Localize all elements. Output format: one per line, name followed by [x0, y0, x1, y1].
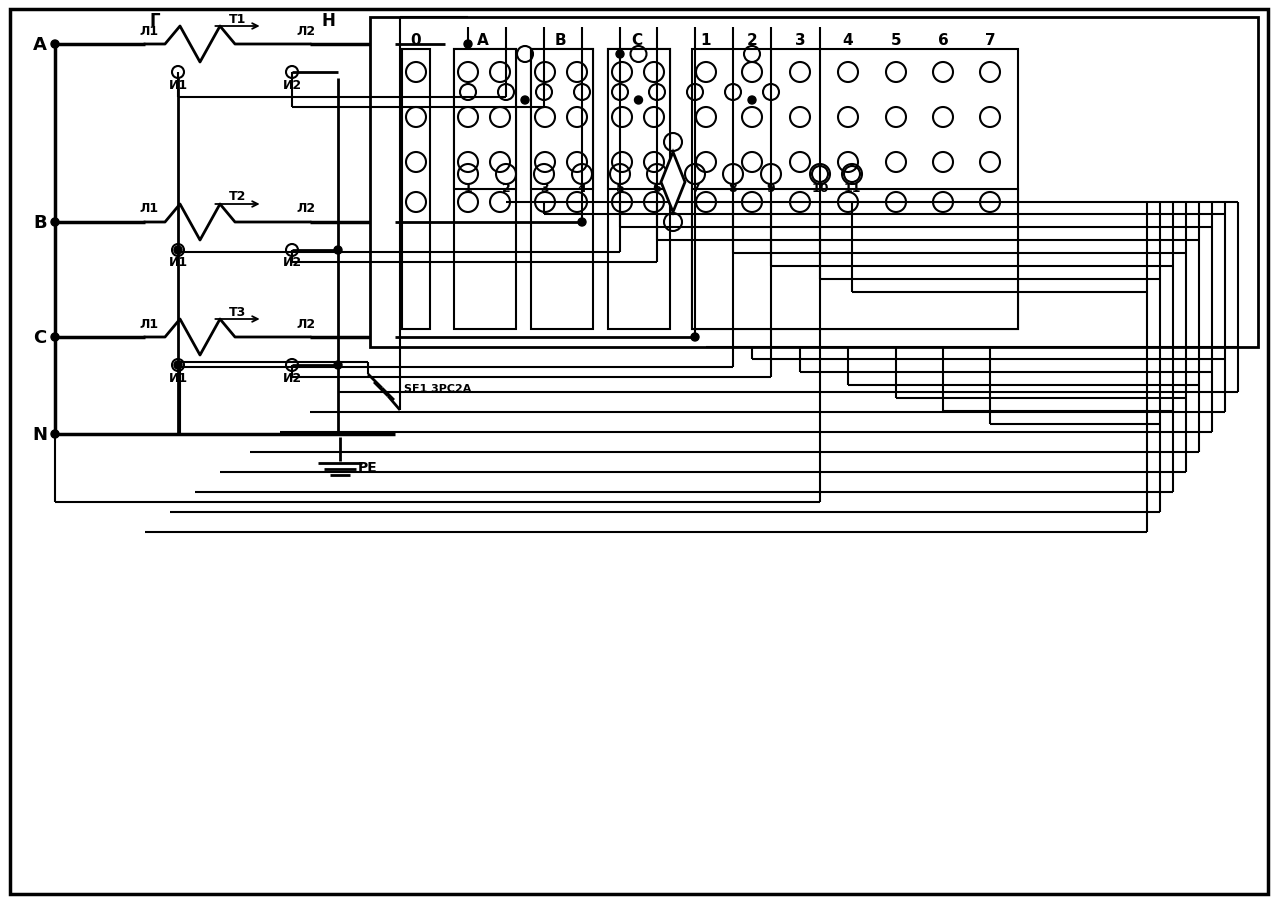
Text: Л1: Л1 — [140, 202, 159, 216]
Bar — [370, 18, 1258, 347]
Text: И2: И2 — [283, 78, 302, 91]
Text: В: В — [33, 214, 47, 232]
Text: PE: PE — [358, 461, 378, 474]
Text: А: А — [33, 36, 47, 54]
Text: C: C — [631, 32, 643, 48]
Text: 8: 8 — [728, 182, 737, 196]
Text: С: С — [33, 328, 46, 346]
Text: 9: 9 — [767, 182, 776, 196]
Text: И2: И2 — [283, 256, 302, 269]
Text: 7: 7 — [984, 32, 996, 48]
Text: 2: 2 — [746, 32, 758, 48]
Text: Л1: Л1 — [140, 318, 159, 330]
Circle shape — [691, 334, 699, 342]
Text: B: B — [554, 32, 566, 48]
Circle shape — [51, 334, 59, 342]
Text: Т2: Т2 — [229, 190, 246, 203]
Bar — [692, 50, 1018, 329]
Text: Л1: Л1 — [140, 24, 159, 38]
Text: 5: 5 — [891, 32, 901, 48]
Circle shape — [521, 97, 529, 105]
Text: Г: Г — [150, 12, 160, 30]
Text: 4: 4 — [577, 182, 586, 196]
Circle shape — [579, 219, 586, 226]
Bar — [608, 50, 669, 329]
Bar — [531, 50, 593, 329]
Text: SF1 3PC2A: SF1 3PC2A — [404, 383, 471, 393]
Bar — [608, 50, 669, 189]
Circle shape — [51, 219, 59, 226]
Circle shape — [635, 97, 643, 105]
Text: 1: 1 — [700, 32, 712, 48]
Bar — [402, 50, 430, 329]
Text: 1: 1 — [463, 182, 472, 196]
Bar — [454, 50, 516, 329]
Circle shape — [616, 51, 625, 59]
Text: Л2: Л2 — [297, 24, 316, 38]
Text: 7: 7 — [691, 182, 699, 196]
Text: 2: 2 — [502, 182, 511, 196]
Bar — [531, 50, 593, 189]
Text: 3: 3 — [540, 182, 548, 196]
Text: A: A — [477, 32, 489, 48]
Circle shape — [174, 362, 182, 370]
Text: 10: 10 — [812, 182, 828, 196]
Text: N: N — [32, 426, 47, 444]
Text: И1: И1 — [169, 78, 188, 91]
Text: И2: И2 — [283, 371, 302, 384]
Text: 5: 5 — [616, 182, 625, 196]
Text: Т3: Т3 — [229, 305, 246, 318]
Circle shape — [174, 247, 182, 254]
Text: И1: И1 — [169, 371, 188, 384]
Circle shape — [334, 247, 342, 254]
Circle shape — [334, 362, 342, 370]
Bar — [454, 50, 516, 189]
Text: 4: 4 — [842, 32, 854, 48]
Bar — [445, 28, 955, 203]
Circle shape — [51, 430, 59, 438]
Text: 6: 6 — [653, 182, 662, 196]
Bar — [808, 167, 860, 183]
Polygon shape — [660, 152, 685, 213]
Bar — [692, 189, 1018, 329]
Text: 0: 0 — [411, 32, 421, 48]
Text: И1: И1 — [169, 256, 188, 269]
Text: Н: Н — [321, 12, 335, 30]
Text: 11: 11 — [844, 182, 860, 196]
Circle shape — [51, 41, 59, 49]
Text: Л2: Л2 — [297, 318, 316, 330]
Text: Т1: Т1 — [229, 13, 246, 25]
Circle shape — [465, 41, 472, 49]
Text: 3: 3 — [795, 32, 805, 48]
Circle shape — [748, 97, 756, 105]
Text: 6: 6 — [938, 32, 948, 48]
Text: Л2: Л2 — [297, 202, 316, 216]
